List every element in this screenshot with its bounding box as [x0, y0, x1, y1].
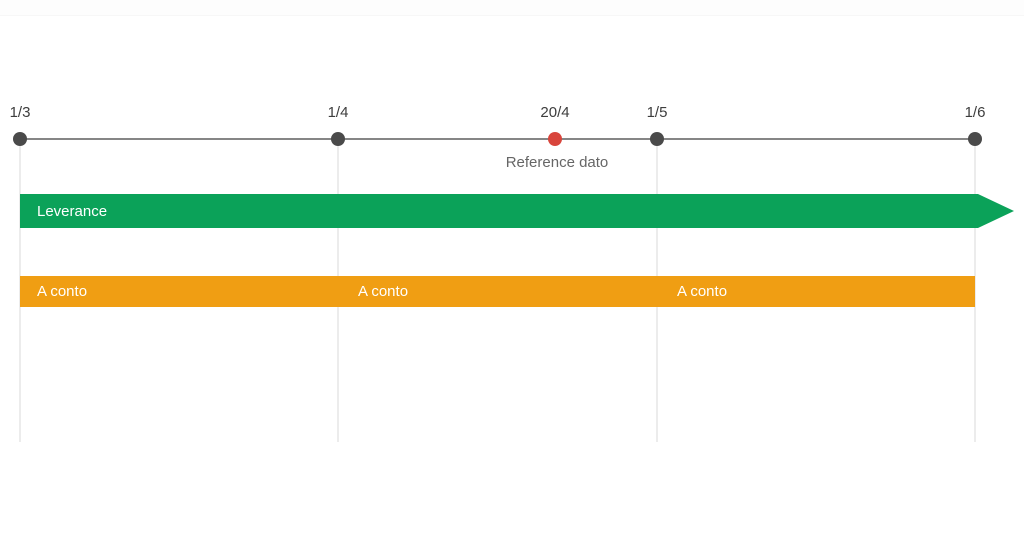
timeline-dot [13, 132, 27, 146]
timeline-dot [331, 132, 345, 146]
tick-label: 20/4 [540, 104, 570, 121]
timeline-axis [20, 138, 975, 140]
leverance-arrow-icon [978, 194, 1014, 228]
timeline-dot [968, 132, 982, 146]
tick-label: 1/3 [9, 104, 31, 121]
timeline-dot [650, 132, 664, 146]
month-gridline [974, 140, 976, 442]
aconto-bar [20, 276, 975, 307]
aconto-segment-label: A conto [358, 283, 409, 300]
leverance-bar: Leverance [20, 194, 978, 228]
reference-date-label: Reference dato [505, 154, 609, 171]
top-strip [0, 0, 1024, 16]
tick-label: 1/6 [964, 104, 986, 121]
aconto-segment-label: A conto [677, 283, 728, 300]
tick-label: 1/5 [646, 104, 668, 121]
leverance-bar-label: Leverance [37, 202, 108, 220]
reference-dot [548, 132, 562, 146]
tick-label: 1/4 [327, 104, 349, 121]
aconto-segment-label: A conto [37, 283, 88, 300]
